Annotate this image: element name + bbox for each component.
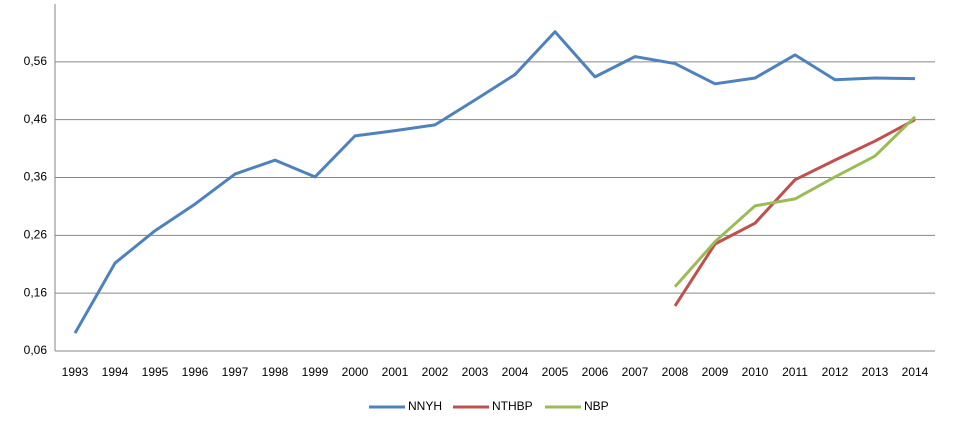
x-tick-label: 1994 [102, 365, 129, 379]
x-tick-label: 2004 [502, 365, 529, 379]
x-tick-label: 1997 [222, 365, 249, 379]
x-tick-label: 1993 [62, 365, 89, 379]
y-tick-label: 0,56 [24, 54, 48, 68]
legend-label: NBP [584, 399, 609, 413]
x-tick-label: 2003 [462, 365, 489, 379]
y-tick-label: 0,36 [24, 170, 48, 184]
x-tick-label: 2005 [542, 365, 569, 379]
x-tick-label: 2008 [662, 365, 689, 379]
x-tick-label: 1995 [142, 365, 169, 379]
x-tick-label: 1996 [182, 365, 209, 379]
x-tick-label: 2000 [342, 365, 369, 379]
x-tick-label: 1998 [262, 365, 289, 379]
x-tick-label: 2002 [422, 365, 449, 379]
x-tick-label: 2014 [902, 365, 929, 379]
x-tick-label: 2013 [862, 365, 889, 379]
x-tick-label: 1999 [302, 365, 329, 379]
x-tick-label: 2007 [622, 365, 649, 379]
x-tick-label: 2006 [582, 365, 609, 379]
x-tick-label: 2010 [742, 365, 769, 379]
x-tick-label: 2012 [822, 365, 849, 379]
y-tick-label: 0,16 [24, 285, 48, 299]
series-line [673, 115, 917, 288]
y-tick-label: 0,26 [24, 228, 48, 242]
x-tick-label: 2011 [782, 365, 808, 379]
x-tick-label: 2009 [702, 365, 729, 379]
legend-label: NNYH [408, 399, 442, 413]
legend-label: NTHBP [492, 399, 533, 413]
y-tick-label: 0,06 [24, 343, 48, 357]
series-line [73, 30, 916, 334]
y-tick-label: 0,46 [24, 112, 48, 126]
series-line [673, 118, 916, 307]
x-tick-label: 2001 [382, 365, 409, 379]
